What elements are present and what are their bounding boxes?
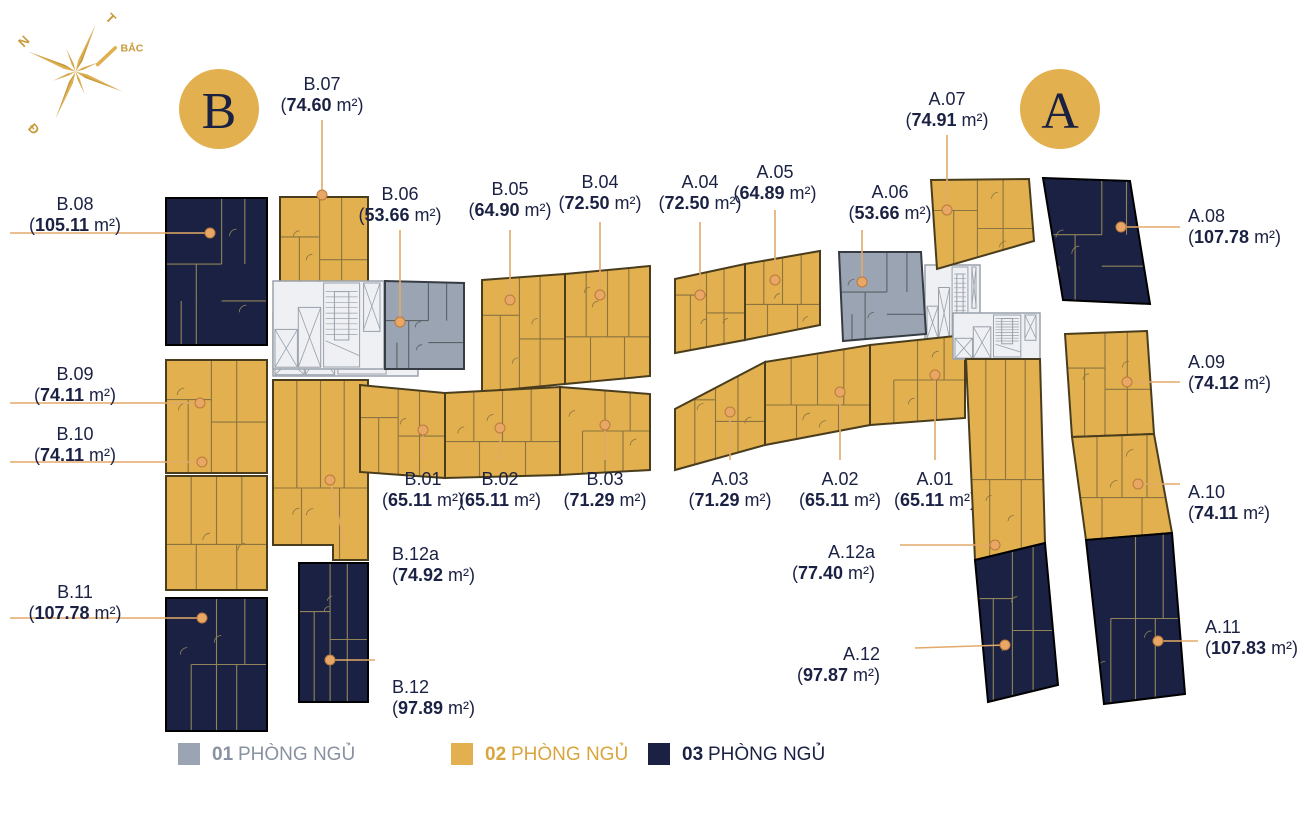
svg-text:02: 02 [485, 744, 506, 765]
svg-text:(74.11 m²): (74.11 m²) [34, 385, 116, 405]
svg-text:A.07: A.07 [928, 89, 965, 109]
svg-text:(65.11 m²): (65.11 m²) [894, 490, 976, 510]
svg-text:(72.50 m²): (72.50 m²) [658, 193, 741, 213]
svg-text:BẮC: BẮC [120, 41, 143, 54]
svg-text:(97.87 m²): (97.87 m²) [797, 665, 880, 685]
svg-text:A.09: A.09 [1188, 352, 1225, 372]
svg-text:(71.29 m²): (71.29 m²) [688, 490, 771, 510]
svg-text:(74.92 m²): (74.92 m²) [392, 565, 475, 585]
svg-text:01: 01 [212, 744, 234, 765]
svg-text:PHÒNG NGỦ: PHÒNG NGỦ [708, 743, 825, 765]
svg-text:B.12: B.12 [392, 677, 429, 697]
svg-text:(97.89 m²): (97.89 m²) [392, 698, 475, 718]
svg-text:(53.66 m²): (53.66 m²) [358, 205, 441, 225]
svg-text:A.08: A.08 [1188, 206, 1225, 226]
svg-text:03: 03 [682, 744, 703, 765]
svg-text:A.12: A.12 [843, 644, 880, 664]
svg-text:B.06: B.06 [381, 184, 418, 204]
svg-text:B.11: B.11 [57, 582, 93, 602]
svg-text:A.01: A.01 [916, 469, 953, 489]
svg-text:(107.78 m²): (107.78 m²) [1188, 227, 1281, 247]
svg-text:B.12a: B.12a [392, 544, 440, 564]
svg-text:B.01: B.01 [404, 469, 441, 489]
svg-text:B.08: B.08 [56, 194, 93, 214]
svg-text:(107.83 m²): (107.83 m²) [1205, 638, 1298, 658]
svg-text:PHÒNG NGỦ: PHÒNG NGỦ [511, 743, 628, 765]
svg-text:B.09: B.09 [56, 364, 93, 384]
svg-text:A.04: A.04 [681, 172, 718, 192]
svg-text:B.02: B.02 [481, 469, 518, 489]
svg-text:(53.66 m²): (53.66 m²) [848, 203, 931, 223]
svg-text:(107.78 m²): (107.78 m²) [28, 603, 121, 623]
svg-text:A.05: A.05 [756, 162, 793, 182]
svg-text:(65.11 m²): (65.11 m²) [459, 490, 541, 510]
svg-text:(74.60 m²): (74.60 m²) [280, 95, 363, 115]
svg-text:A.12a: A.12a [828, 542, 876, 562]
svg-text:A: A [1041, 83, 1079, 140]
svg-text:(74.11 m²): (74.11 m²) [34, 445, 116, 465]
svg-text:(65.11 m²): (65.11 m²) [799, 490, 881, 510]
svg-text:(72.50 m²): (72.50 m²) [558, 193, 641, 213]
svg-text:B: B [202, 83, 237, 140]
svg-text:(64.90 m²): (64.90 m²) [468, 200, 551, 220]
svg-text:B.10: B.10 [56, 424, 93, 444]
svg-text:(65.11 m²): (65.11 m²) [382, 490, 464, 510]
svg-text:A.02: A.02 [821, 469, 858, 489]
svg-text:(74.11 m²): (74.11 m²) [1188, 503, 1270, 523]
svg-text:PHÒNG NGỦ: PHÒNG NGỦ [238, 743, 355, 765]
svg-text:B.03: B.03 [586, 469, 623, 489]
svg-text:A.10: A.10 [1188, 482, 1225, 502]
svg-text:(77.40 m²): (77.40 m²) [792, 563, 875, 583]
svg-text:A.11: A.11 [1205, 617, 1241, 637]
svg-text:(105.11 m²): (105.11 m²) [29, 215, 121, 235]
svg-text:(74.91 m²): (74.91 m²) [905, 110, 988, 130]
svg-text:(74.12 m²): (74.12 m²) [1188, 373, 1271, 393]
svg-text:(64.89 m²): (64.89 m²) [733, 183, 816, 203]
svg-text:B.05: B.05 [491, 179, 528, 199]
svg-text:A.03: A.03 [711, 469, 748, 489]
svg-text:B.07: B.07 [303, 74, 340, 94]
svg-text:B.04: B.04 [581, 172, 618, 192]
svg-text:A.06: A.06 [871, 182, 908, 202]
svg-text:(71.29 m²): (71.29 m²) [563, 490, 646, 510]
